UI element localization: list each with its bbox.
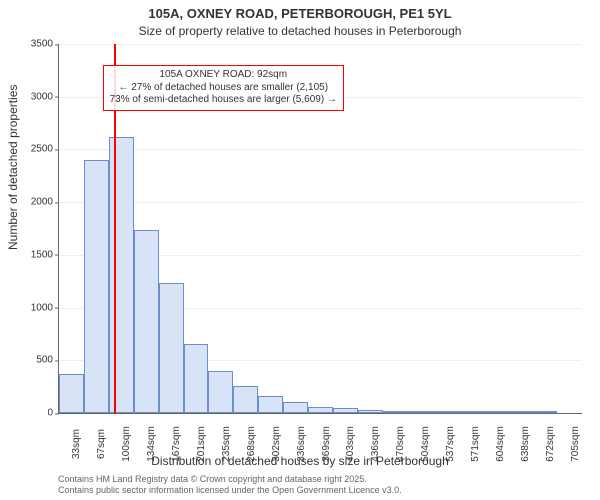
histogram-bar xyxy=(308,407,333,413)
histogram-bar xyxy=(283,402,308,413)
credits: Contains HM Land Registry data © Crown c… xyxy=(58,474,402,496)
histogram-bar xyxy=(433,411,458,413)
credits-line-2: Contains public sector information licen… xyxy=(58,485,402,496)
gridline xyxy=(59,202,582,203)
y-tick-label: 500 xyxy=(23,355,53,366)
y-tick-label: 3500 xyxy=(23,39,53,50)
histogram-bar xyxy=(383,411,408,413)
annotation-line-1: 105A OXNEY ROAD: 92sqm xyxy=(110,69,337,82)
chart-container: 105A, OXNEY ROAD, PETERBOROUGH, PE1 5YL … xyxy=(0,0,600,500)
histogram-bar xyxy=(507,411,532,413)
gridline xyxy=(59,149,582,150)
histogram-bar xyxy=(84,160,109,413)
histogram-bar xyxy=(333,408,358,413)
histogram-bar xyxy=(482,411,507,413)
plot-area: 050010001500200025003000350033sqm67sqm10… xyxy=(58,44,582,414)
histogram-bar xyxy=(109,137,134,413)
histogram-bar xyxy=(159,283,184,413)
histogram-bar xyxy=(233,386,258,413)
annotation-line-3: 73% of semi-detached houses are larger (… xyxy=(110,94,337,107)
y-tick-label: 2500 xyxy=(23,144,53,155)
histogram-bar xyxy=(532,411,557,413)
y-tick-label: 0 xyxy=(23,408,53,419)
y-tick-label: 3000 xyxy=(23,91,53,102)
page-subtitle: Size of property relative to detached ho… xyxy=(0,24,600,38)
annotation-box: 105A OXNEY ROAD: 92sqm← 27% of detached … xyxy=(103,65,344,111)
histogram-bar xyxy=(258,396,283,413)
histogram-bar xyxy=(134,230,159,413)
credits-line-1: Contains HM Land Registry data © Crown c… xyxy=(58,474,402,485)
y-tick-label: 2000 xyxy=(23,197,53,208)
histogram-bar xyxy=(59,374,84,413)
page-title: 105A, OXNEY ROAD, PETERBOROUGH, PE1 5YL xyxy=(0,6,600,21)
histogram-bar xyxy=(457,411,482,413)
annotation-line-2: ← 27% of detached houses are smaller (2,… xyxy=(110,82,337,95)
histogram-bar xyxy=(184,344,209,413)
y-axis-label: Number of detached properties xyxy=(6,85,20,250)
histogram-bar xyxy=(208,371,233,413)
y-tick-label: 1000 xyxy=(23,302,53,313)
gridline xyxy=(59,44,582,45)
histogram-bar xyxy=(358,410,383,413)
histogram-bar xyxy=(408,411,433,413)
x-axis-label: Distribution of detached houses by size … xyxy=(0,454,600,468)
y-tick-label: 1500 xyxy=(23,249,53,260)
